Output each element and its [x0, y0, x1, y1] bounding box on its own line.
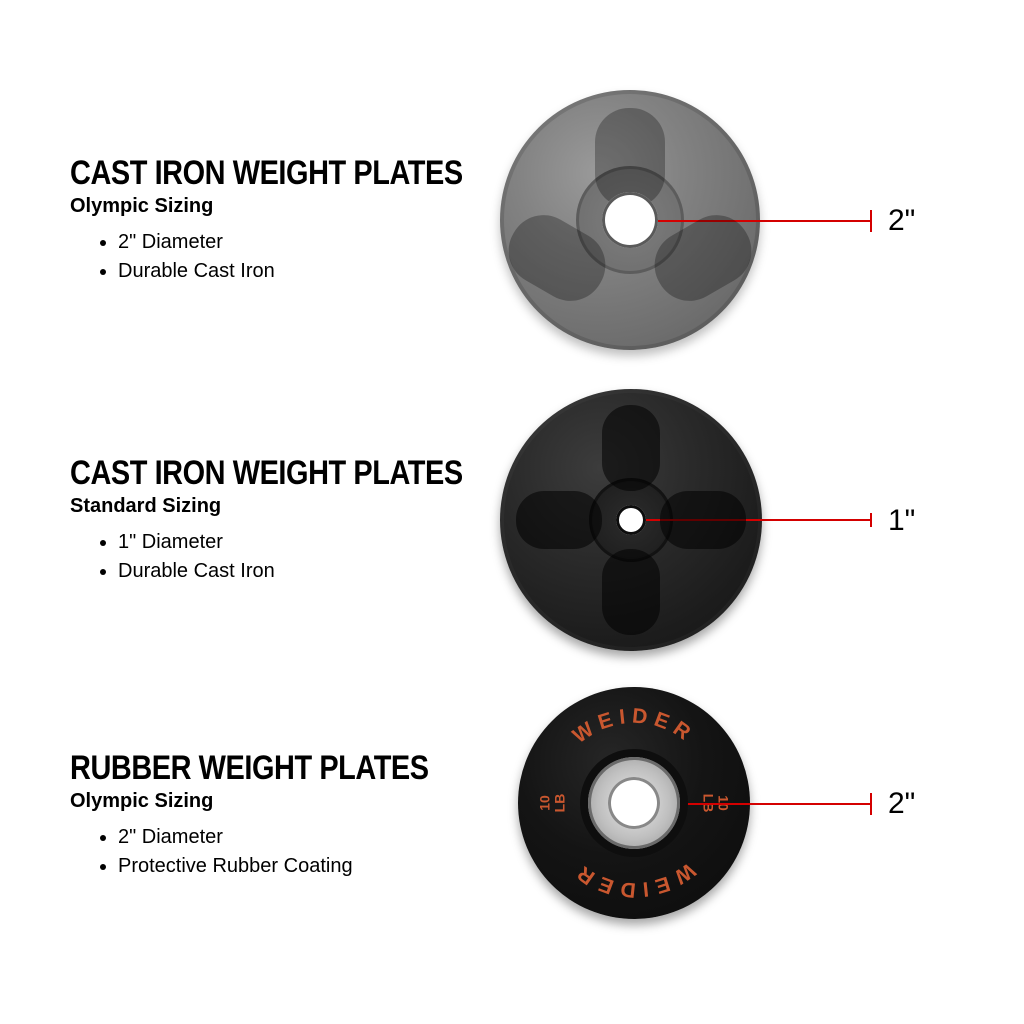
row-subtitle: Olympic Sizing — [70, 790, 490, 813]
row-bullets: 1" Diameter Durable Cast Iron — [118, 528, 490, 586]
dimension-label: 2" — [888, 204, 915, 238]
row-bullets: 2" Diameter Protective Rubber Coating — [118, 823, 490, 881]
row-title: CAST IRON WEIGHT PLATES — [70, 154, 427, 193]
dimension-tick — [870, 793, 872, 815]
brand-text-top: WEIDER — [569, 704, 700, 748]
row-subtitle: Olympic Sizing — [70, 195, 490, 218]
bullet-item: Durable Cast Iron — [118, 557, 490, 586]
plate-body: WEIDER WEIDER 10LB 10LB — [518, 687, 750, 919]
text-block: RUBBER WEIGHT PLATES Olympic Sizing 2" D… — [0, 749, 490, 881]
row-cast-iron-olympic: CAST IRON WEIGHT PLATES Olympic Sizing 2… — [0, 70, 1024, 370]
grip-cutout — [516, 491, 602, 549]
grip-cutout — [496, 203, 618, 314]
dimension-label: 1" — [888, 504, 915, 538]
row-rubber-olympic: RUBBER WEIGHT PLATES Olympic Sizing 2" D… — [0, 665, 1024, 965]
center-hole — [616, 505, 646, 535]
center-hole — [602, 192, 658, 248]
row-subtitle: Standard Sizing — [70, 495, 490, 518]
weight-plate-rubber-olympic: WEIDER WEIDER 10LB 10LB — [518, 687, 750, 919]
plate-body — [500, 90, 760, 350]
grip-cutout — [660, 491, 746, 549]
row-title: CAST IRON WEIGHT PLATES — [70, 454, 427, 493]
plate-body — [500, 389, 762, 651]
center-hole — [608, 777, 660, 829]
plate-graphic: WEIDER WEIDER 10LB 10LB 2" — [500, 665, 1024, 965]
row-title: RUBBER WEIGHT PLATES — [70, 749, 427, 788]
dimension-tick — [870, 210, 872, 232]
bullet-item: 1" Diameter — [118, 528, 490, 557]
infographic-container: CAST IRON WEIGHT PLATES Olympic Sizing 2… — [0, 0, 1024, 1024]
bullet-item: 2" Diameter — [118, 823, 490, 852]
row-bullets: 2" Diameter Durable Cast Iron — [118, 228, 490, 286]
text-block: CAST IRON WEIGHT PLATES Standard Sizing … — [0, 454, 490, 586]
weight-plate-cast-iron-olympic — [500, 90, 760, 350]
plate-graphic: 2" — [500, 70, 1024, 370]
svg-text:WEIDER: WEIDER — [569, 704, 700, 748]
plate-graphic: 1" — [500, 370, 1024, 670]
text-block: CAST IRON WEIGHT PLATES Olympic Sizing 2… — [0, 154, 490, 286]
bullet-item: 2" Diameter — [118, 228, 490, 257]
dimension-tick — [870, 513, 872, 527]
dimension-label: 2" — [888, 787, 915, 821]
bullet-item: Protective Rubber Coating — [118, 852, 490, 881]
grip-cutout — [602, 405, 660, 491]
brand-text-bottom: WEIDER — [569, 858, 700, 902]
dimension-line — [630, 220, 870, 222]
svg-text:WEIDER: WEIDER — [569, 858, 700, 902]
bullet-item: Durable Cast Iron — [118, 257, 490, 286]
grip-cutout — [602, 549, 660, 635]
row-cast-iron-standard: CAST IRON WEIGHT PLATES Standard Sizing … — [0, 370, 1024, 670]
weight-plate-cast-iron-standard — [500, 389, 762, 651]
